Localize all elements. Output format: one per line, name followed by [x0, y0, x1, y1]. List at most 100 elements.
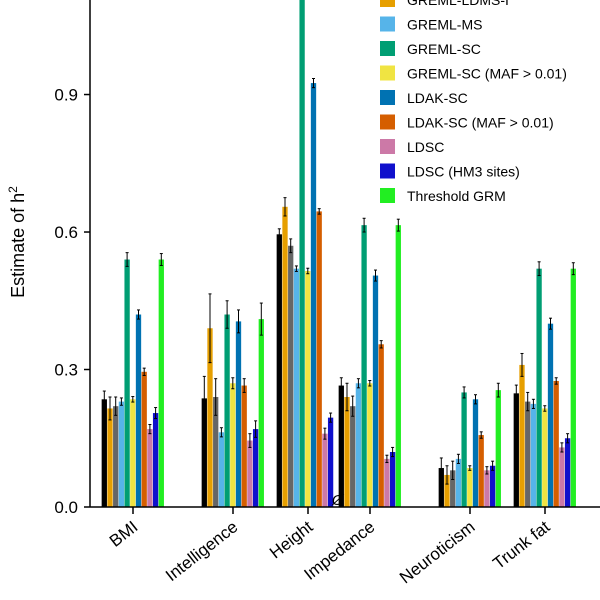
bar [478, 435, 484, 507]
bar [235, 321, 242, 507]
bar [564, 438, 571, 507]
bar [241, 385, 247, 507]
y-axis: 0.0 0.3 0.6 0.9 [54, 0, 91, 517]
legend-label: LDAK-SC (MAF > 0.01) [407, 115, 554, 131]
bar [276, 234, 282, 507]
bar [355, 383, 362, 507]
bar [316, 211, 322, 507]
bar [361, 225, 367, 507]
bar [367, 383, 373, 507]
bar [252, 429, 259, 507]
bar-group-height: Ø [276, 0, 345, 509]
bar [547, 323, 554, 507]
bar [113, 406, 119, 507]
legend-swatch [380, 16, 395, 32]
bar [519, 364, 525, 507]
x-tick-label: BMI [106, 517, 142, 551]
plot-area: Ø [101, 0, 576, 509]
bar [305, 270, 311, 507]
x-tick-label: Trunk fat [489, 517, 553, 573]
legend-label: GREML-SC [407, 41, 481, 57]
bar [570, 268, 576, 507]
y-tick-label: 0.0 [54, 498, 78, 517]
bar [258, 319, 264, 507]
bar [372, 275, 379, 507]
bar [450, 470, 456, 507]
bar [495, 390, 501, 507]
bar [389, 452, 396, 507]
bar [513, 393, 519, 507]
bar [230, 383, 236, 507]
bar-group-trunk-fat [513, 261, 576, 507]
bar [118, 401, 125, 507]
bar [489, 465, 496, 507]
bar [384, 458, 390, 507]
bar [207, 328, 213, 507]
legend-label: LDSC (HM3 sites) [407, 164, 520, 180]
legend-label: LDAK-SC [407, 90, 468, 106]
bar [101, 399, 107, 507]
x-tick-label: Height [266, 517, 317, 562]
legend-background [374, 0, 600, 207]
bar [130, 399, 136, 507]
bar [472, 399, 479, 507]
bar-group-impedance [338, 217, 401, 507]
legend-label: GREML-LDMS-I [407, 0, 509, 8]
bar [213, 397, 219, 507]
bar [338, 385, 344, 507]
bar [293, 268, 300, 507]
bar [350, 406, 356, 507]
x-tick-label: Neuroticism [396, 517, 478, 587]
y-tick-label: 0.9 [54, 86, 78, 105]
bar [438, 468, 444, 507]
bar [461, 392, 467, 507]
legend-swatch [380, 0, 395, 7]
legend-swatch [380, 163, 395, 179]
legend-swatch [380, 188, 395, 203]
bar [218, 432, 225, 507]
legend-swatch [380, 139, 395, 154]
bar [553, 380, 559, 507]
bar [201, 398, 207, 507]
legend-label: GREML-MS [407, 17, 482, 33]
legend-swatch [380, 65, 395, 81]
bar [542, 408, 548, 507]
bar [147, 429, 153, 507]
y-tick-label: 0.3 [54, 361, 78, 380]
bar [327, 417, 334, 507]
bar [158, 259, 164, 507]
bar [107, 408, 113, 507]
bar [282, 206, 288, 507]
bar [135, 314, 142, 507]
bar [395, 225, 401, 507]
bar [344, 397, 350, 507]
bar [536, 268, 542, 507]
y-axis-title: Estimate of h2 [6, 186, 28, 298]
bar-group-neuroticism [438, 382, 501, 507]
legend-swatch [380, 90, 395, 105]
legend-label: Threshold GRM [407, 188, 506, 204]
legend-swatch [380, 114, 395, 130]
bar [310, 83, 317, 507]
bar [484, 470, 490, 507]
bar [247, 440, 253, 507]
bar [152, 413, 159, 507]
legend-label: LDSC [407, 139, 444, 155]
x-tick-label: Intelligence [162, 517, 241, 585]
y-tick-label: 0.6 [54, 223, 78, 242]
legend-label: GREML-SC (MAF > 0.01) [407, 66, 567, 82]
bar [444, 474, 450, 507]
bar [224, 314, 230, 507]
y-axis-title-superscript: 2 [6, 186, 20, 193]
bar [141, 371, 147, 507]
bar [455, 458, 462, 507]
bar-group-bmi [101, 252, 164, 507]
bar [288, 245, 294, 507]
bar [559, 447, 565, 507]
legend-swatch [380, 41, 395, 56]
bar [124, 259, 130, 507]
bar [525, 401, 531, 507]
bar-group-intelligence [201, 293, 264, 507]
